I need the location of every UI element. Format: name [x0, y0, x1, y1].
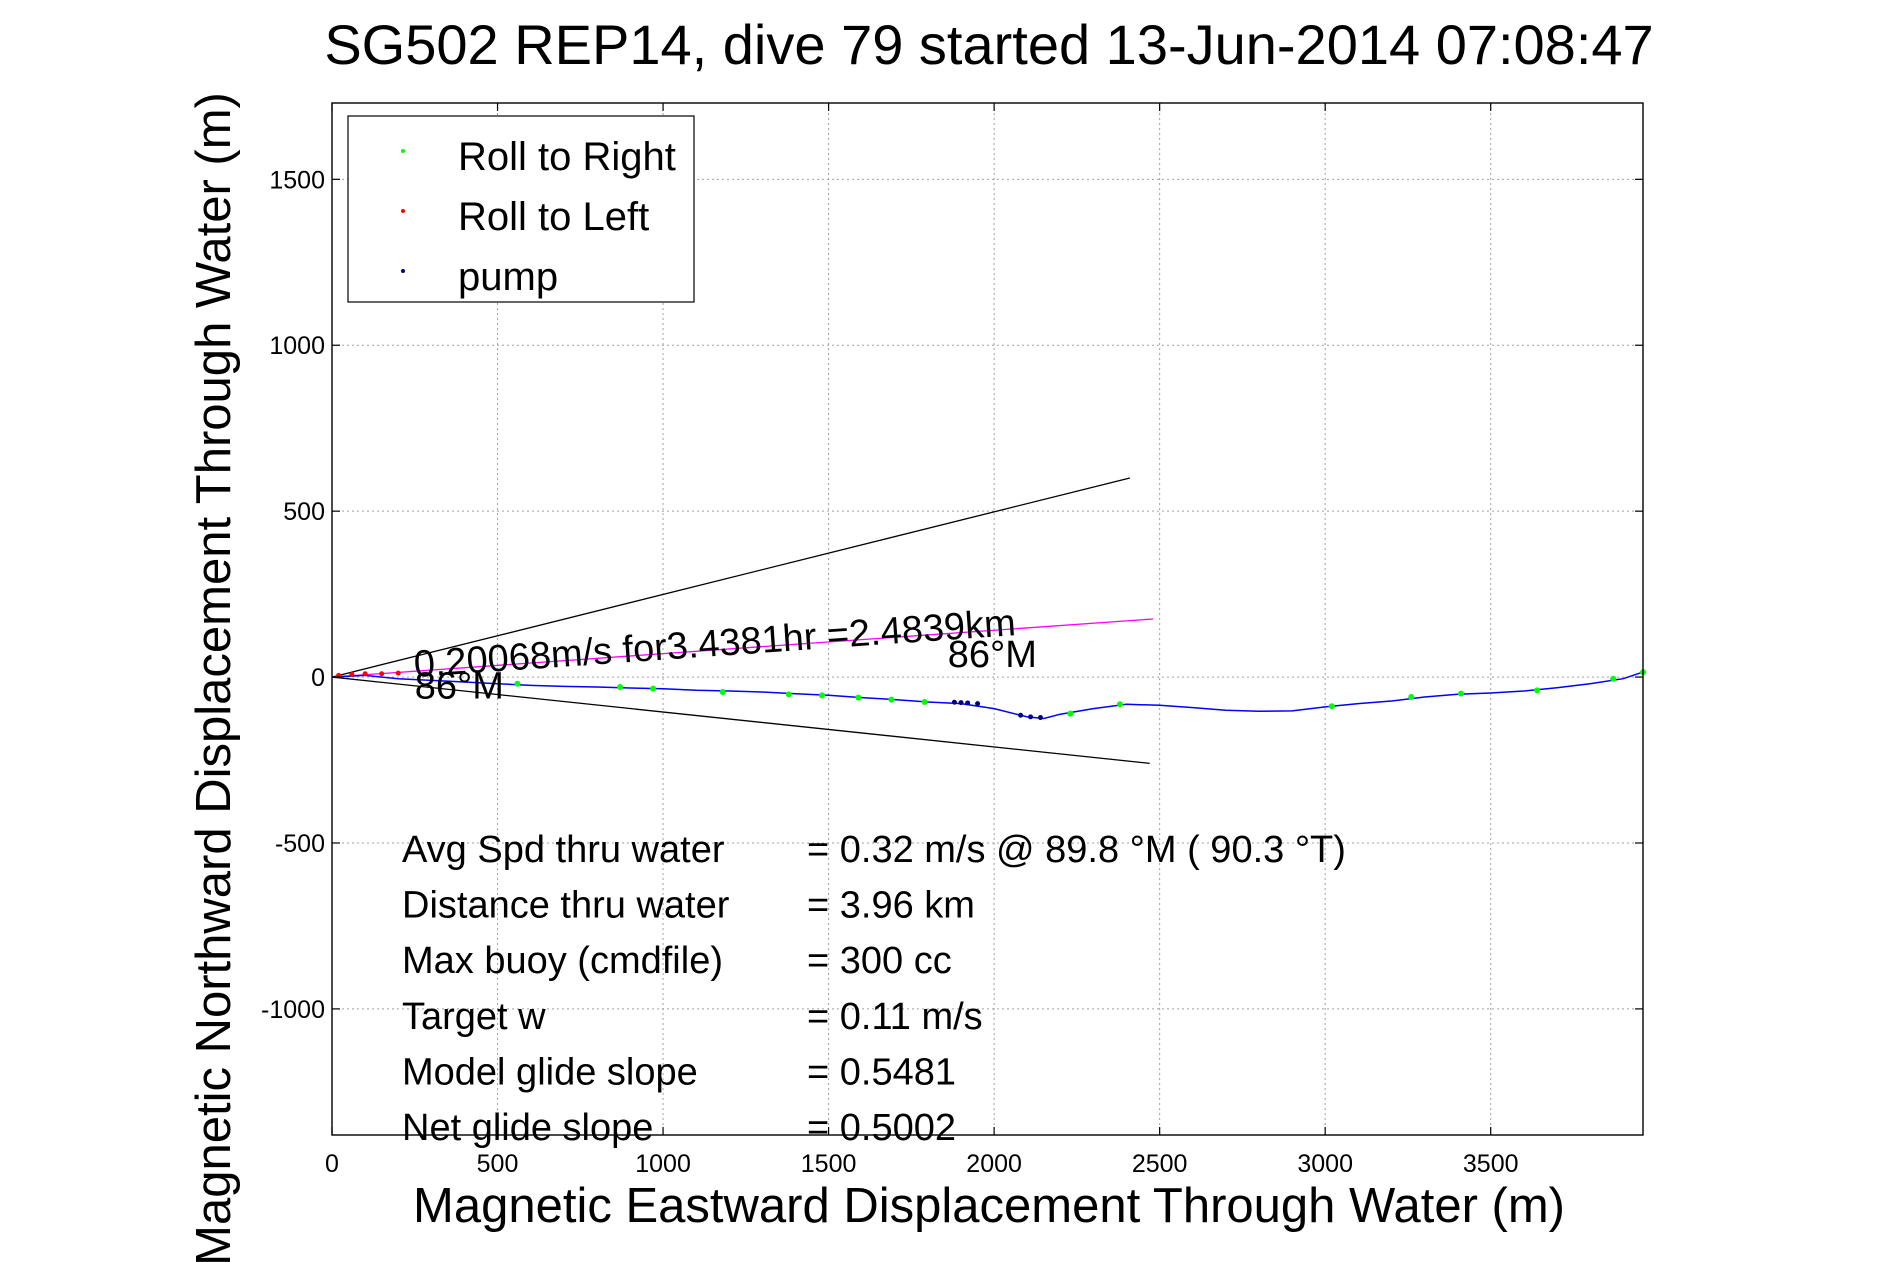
pump-point: [1028, 714, 1034, 720]
plot-frame: [331, 102, 1644, 1136]
legend-label: Roll to Left: [458, 195, 649, 239]
roll-right-point: [1067, 710, 1074, 717]
legend-marker: [401, 269, 405, 273]
y-tick-label: 1000: [269, 332, 325, 360]
heading-annotation: 86°M: [415, 666, 504, 708]
y-axis-label: Magnetic Northward Displacement Through …: [187, 92, 241, 1262]
y-tick-label: -500: [275, 830, 325, 858]
legend-box: [347, 115, 695, 303]
roll-right-point: [1610, 675, 1617, 682]
stat-value: = 3.96 km: [807, 885, 975, 927]
x-axis-label: Magnetic Eastward Displacement Through W…: [413, 1179, 1565, 1233]
roll-right-point: [1328, 703, 1335, 710]
pump-point: [958, 700, 964, 706]
stat-value: = 0.11 m/s: [807, 996, 983, 1038]
stat-value: = 0.5002: [807, 1107, 956, 1149]
y-tick-label: 500: [283, 498, 325, 526]
legend: Roll to Right Roll to Left pump: [347, 115, 695, 303]
roll-right-point: [818, 692, 825, 699]
roll-right-point: [785, 691, 792, 698]
x-tick-label: 2500: [1132, 1150, 1188, 1178]
stats-panel: Avg Spd thru water = 0.32 m/s @ 89.8 °M (…: [402, 829, 1346, 1149]
heading-line: [331, 618, 1154, 678]
legend-marker: [401, 149, 405, 153]
heading-line: [331, 676, 1150, 764]
stat-label: Model glide slope: [402, 1051, 698, 1093]
chart-title: SG502 REP14, dive 79 started 13-Jun-2014…: [324, 13, 1653, 76]
roll-right-point: [1116, 701, 1123, 708]
marker-points: [336, 669, 1646, 721]
stat-label: Target w: [402, 996, 546, 1038]
stat-label: Avg Spd thru water: [402, 829, 725, 871]
heading-lines: [331, 477, 1154, 764]
y-tick-label: -1000: [261, 996, 325, 1024]
pump-point: [965, 700, 971, 706]
x-tick-label: 500: [477, 1150, 519, 1178]
heading-annotation: 86°M: [948, 634, 1037, 676]
roll-right-point: [855, 694, 862, 701]
roll-right-point: [650, 685, 657, 692]
pump-point: [1037, 715, 1043, 721]
roll-right-point: [1408, 693, 1415, 700]
roll-left-point: [379, 671, 385, 677]
x-tick-label: 1500: [801, 1150, 857, 1178]
roll-right-point: [888, 696, 895, 703]
stat-label: Max buoy (cmdfile): [402, 940, 723, 982]
legend-label: pump: [458, 255, 558, 299]
pump-point: [951, 699, 957, 705]
legend-marker: [401, 209, 405, 213]
axis-ticks: 0 500 1000 1500 2000 2500 3000 3500 -1000 -500 0 50…: [261, 103, 1643, 1178]
y-tick-label: 1500: [269, 166, 325, 194]
roll-left-point: [395, 670, 401, 676]
stat-value: = 0.32 m/s @ 89.8 °M ( 90.3 °T): [807, 829, 1346, 871]
heading-line: [331, 477, 1131, 678]
roll-left-point: [349, 671, 355, 677]
roll-right-point: [617, 684, 624, 691]
stat-value: = 0.5481: [807, 1051, 956, 1093]
y-tick-label: 0: [311, 664, 325, 692]
track-line: [331, 671, 1644, 720]
x-tick-label: 0: [325, 1150, 339, 1178]
stat-label: Distance thru water: [402, 885, 730, 927]
roll-right-point: [921, 698, 928, 705]
pump-point: [1018, 712, 1024, 718]
track-series: [331, 671, 1644, 720]
stat-label: Net glide slope: [402, 1107, 653, 1149]
x-tick-label: 1000: [635, 1150, 691, 1178]
stat-value: = 300 cc: [807, 940, 952, 982]
pump-point: [975, 701, 981, 707]
x-tick-label: 2000: [966, 1150, 1022, 1178]
roll-left-point: [362, 671, 368, 677]
roll-right-point: [719, 689, 726, 696]
roll-right-point: [1457, 690, 1464, 697]
x-tick-label: 3500: [1463, 1150, 1519, 1178]
roll-right-point: [1534, 687, 1541, 694]
roll-right-point: [514, 680, 521, 687]
legend-label: Roll to Right: [458, 135, 676, 179]
x-tick-label: 3000: [1297, 1150, 1353, 1178]
